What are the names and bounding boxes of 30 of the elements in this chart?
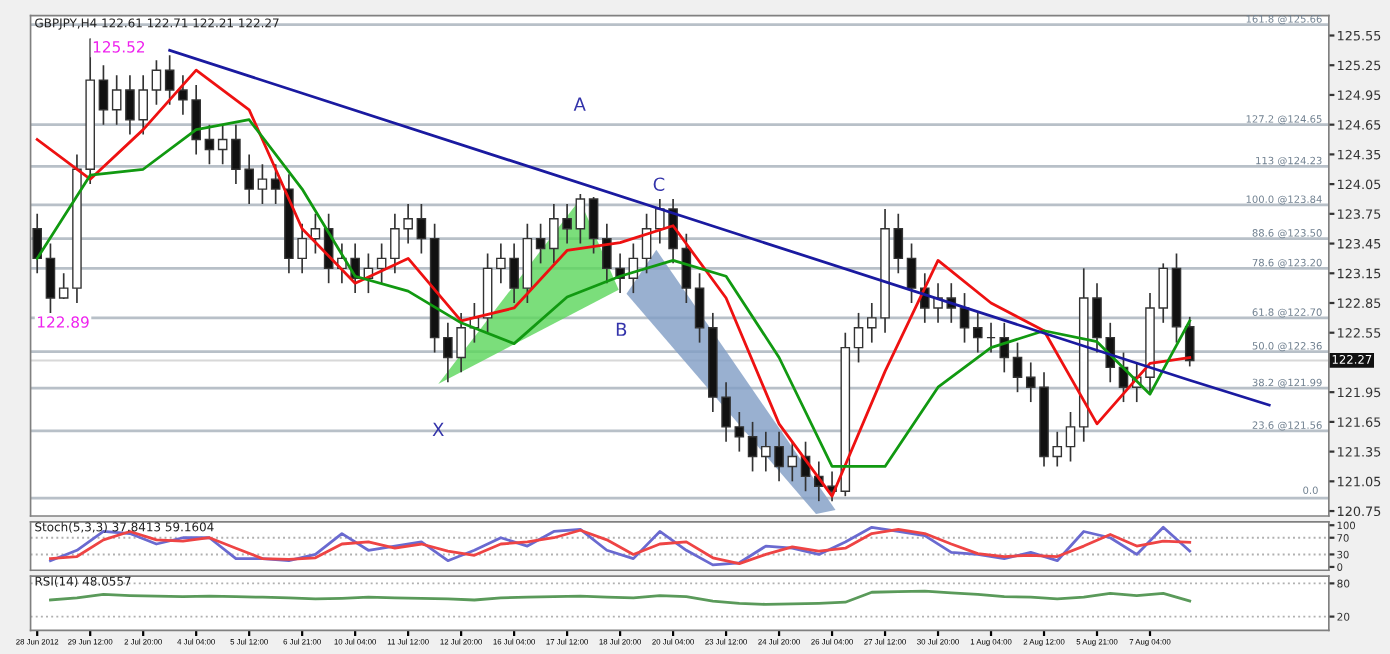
candlestick — [32, 213, 43, 275]
candlestick — [98, 64, 109, 126]
annotation: C — [653, 177, 665, 192]
candlestick — [1184, 316, 1195, 368]
candlestick — [853, 312, 864, 364]
candlestick — [151, 59, 162, 106]
candlestick — [734, 411, 745, 453]
candlestick — [45, 242, 56, 314]
candlestick — [1065, 411, 1076, 463]
candlestick — [164, 54, 175, 106]
line-series — [35, 68, 1192, 498]
candlestick — [1012, 341, 1023, 394]
candlestick — [257, 163, 268, 205]
candlestick — [217, 123, 228, 166]
candlestick — [575, 193, 586, 245]
candlestick — [972, 312, 983, 354]
annotation: B — [616, 322, 627, 336]
line-series — [49, 589, 1192, 606]
candlestick — [694, 272, 705, 344]
candlestick — [787, 440, 798, 483]
candlestick — [588, 196, 599, 255]
annotation: X — [432, 422, 444, 436]
candlestick — [111, 74, 122, 126]
candlestick — [999, 321, 1010, 374]
candlestick — [906, 242, 917, 304]
candlestick — [204, 123, 215, 166]
annotation: A — [573, 97, 586, 111]
candlestick — [747, 421, 758, 473]
candlestick — [416, 203, 427, 255]
candlestick — [535, 222, 546, 265]
